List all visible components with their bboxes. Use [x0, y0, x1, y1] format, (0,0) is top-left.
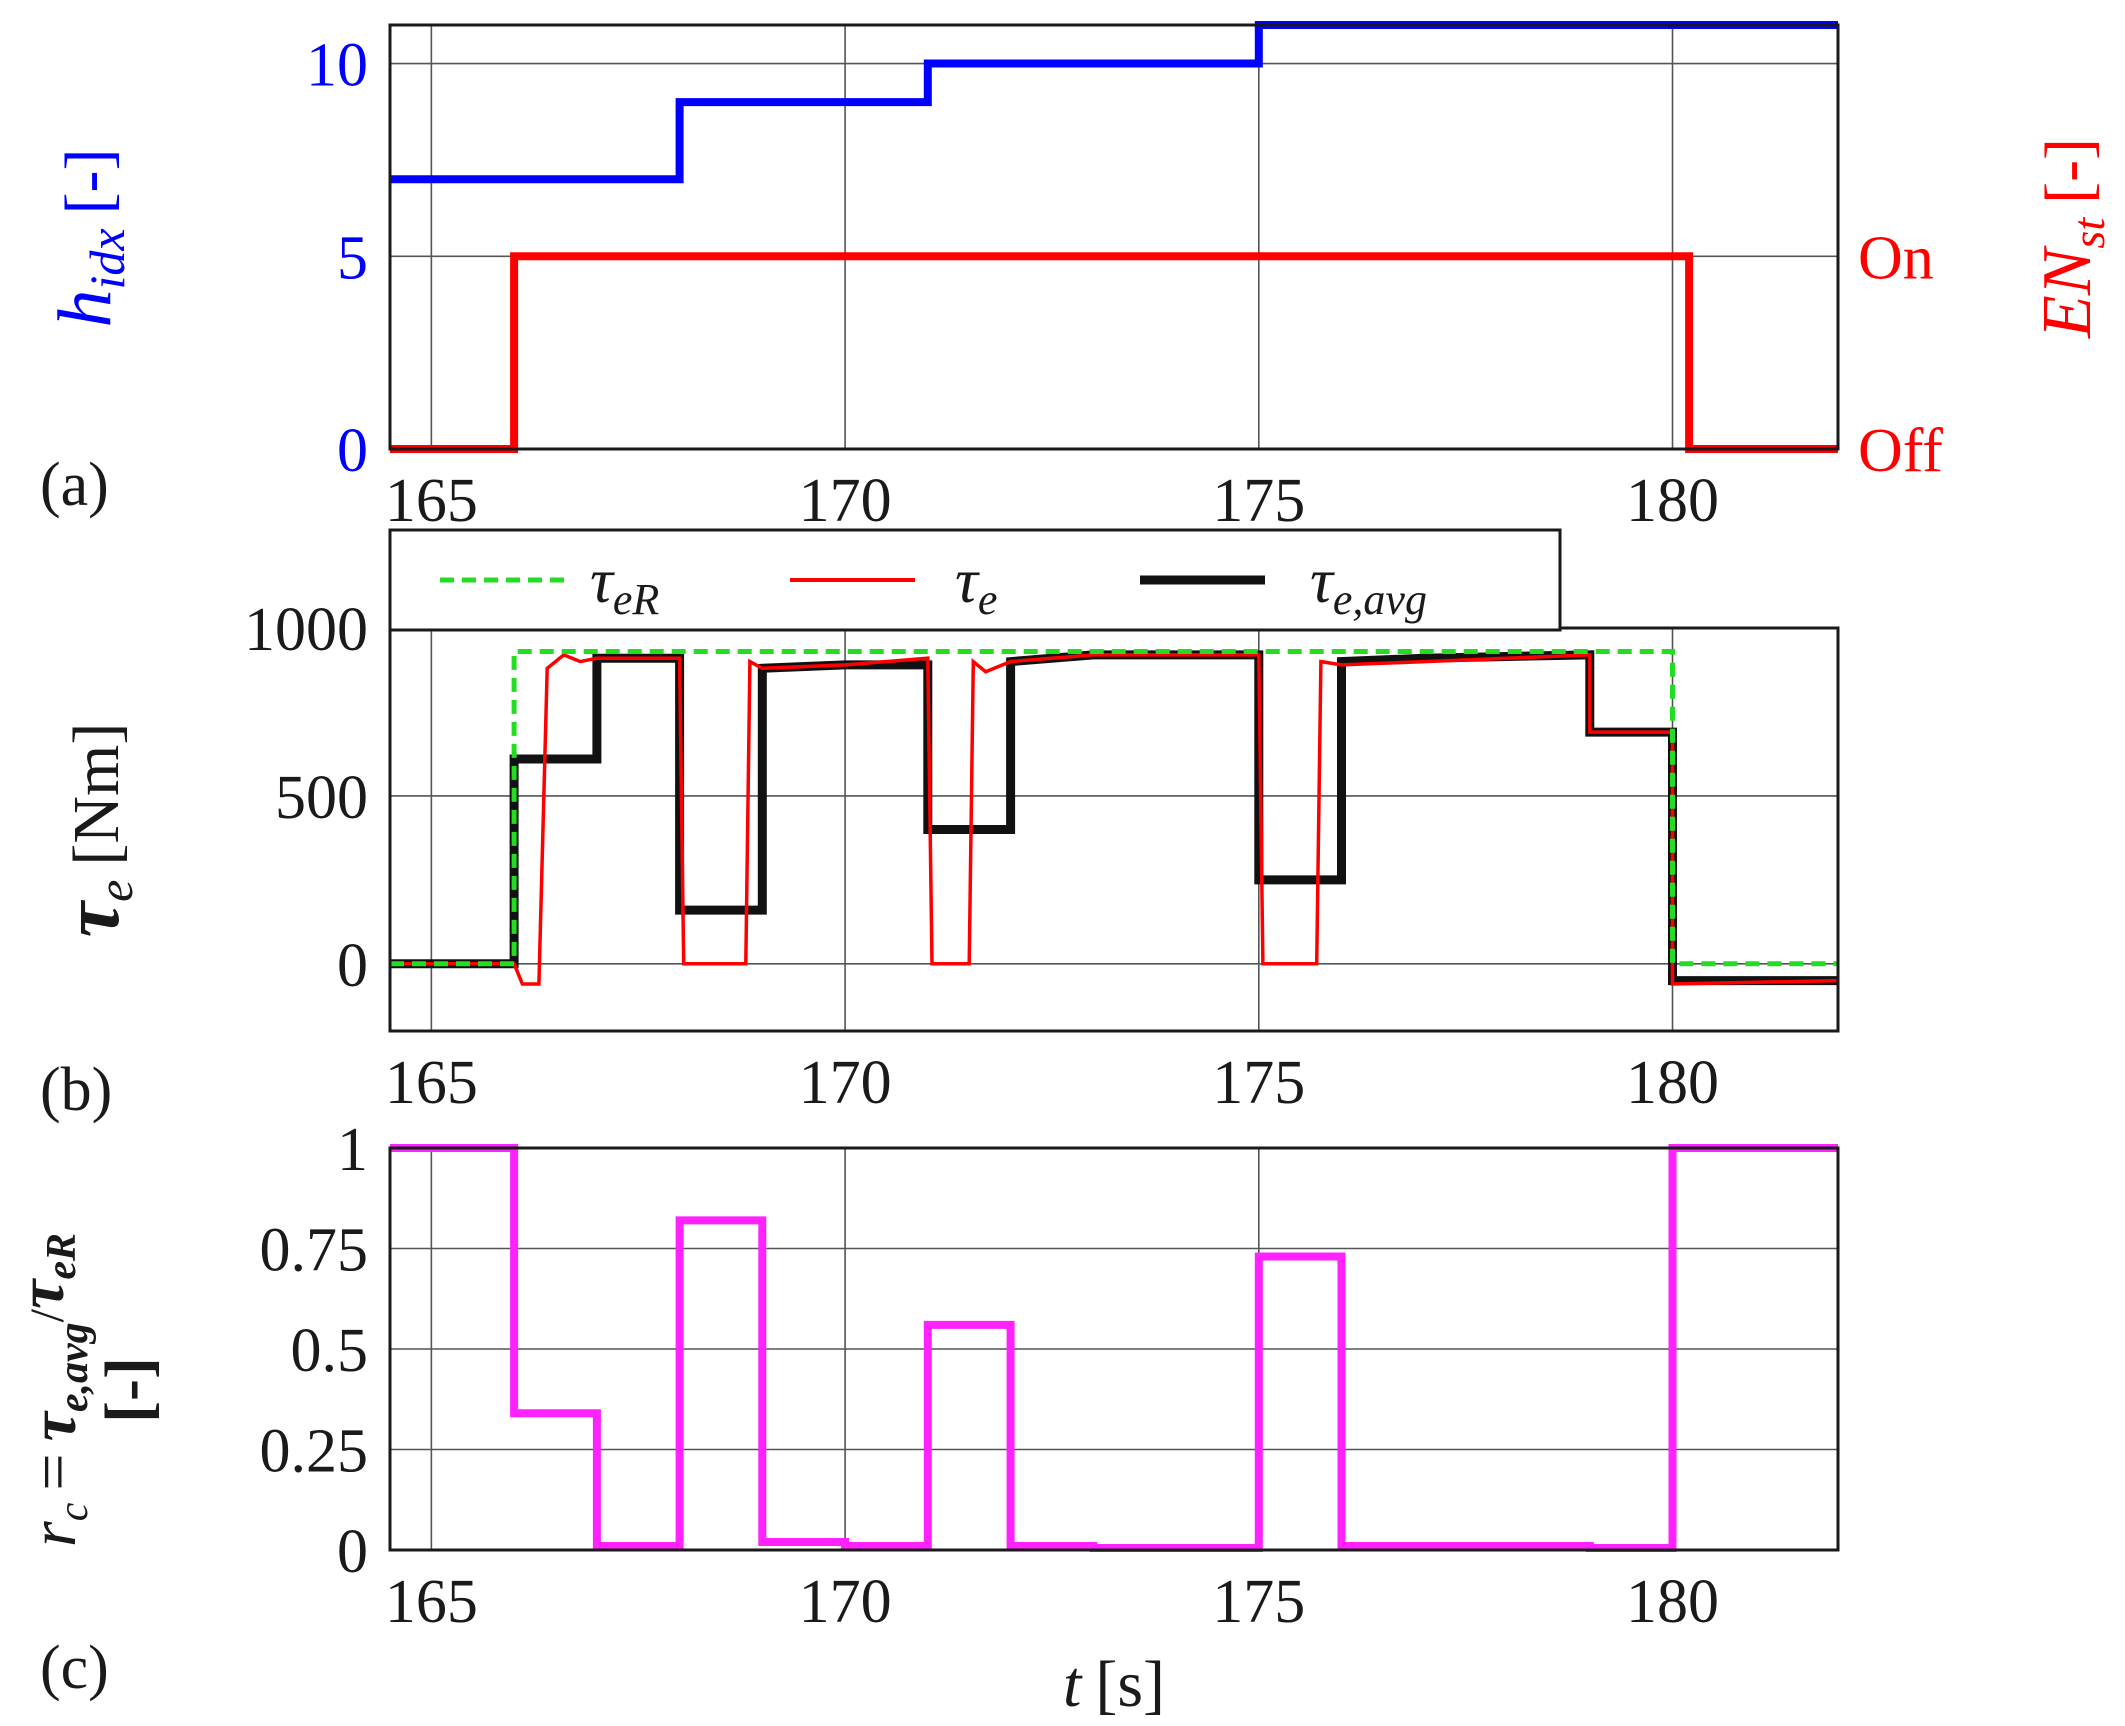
y-tick-label: 5	[337, 224, 368, 292]
x-tick-label: 175	[1212, 467, 1305, 535]
legend-label-tau-e: τe	[955, 545, 997, 624]
y2-tick-label: On	[1858, 224, 1934, 292]
y-tick-label: 0	[337, 932, 368, 1000]
panel-a-y2-label: ENst[-]	[2029, 138, 2114, 339]
panel-b-y-label: τe[Nm]	[48, 723, 143, 938]
legend-box	[388, 528, 1562, 632]
legend-label-tau-eR: τeR	[590, 545, 659, 624]
panel-b-x-ticks: 165 170 175 180	[385, 1049, 1719, 1117]
panel-b-grid	[390, 627, 1838, 1031]
panel-c-y-unit: [-]	[92, 1357, 165, 1423]
y-tick-label: 0.5	[291, 1317, 369, 1385]
series-tau-e	[390, 652, 1839, 986]
panel-b-label: (b)	[40, 1056, 112, 1124]
x-tick-label: 170	[799, 1568, 892, 1636]
panel-a-x-ticks: 165 170 175 180	[385, 467, 1719, 535]
panel-b: 165 170 175 180 0 500 1000 (b) τe[Nm] τeR τe …	[40, 528, 1840, 1124]
y-tick-label: 0	[337, 1518, 368, 1586]
y-tick-label: 0	[337, 417, 368, 485]
x-tick-label: 165	[385, 1568, 478, 1636]
x-tick-label: 165	[385, 1049, 478, 1117]
y-tick-label: 500	[275, 764, 368, 832]
panel-a-y2-ticks: Off On	[1858, 224, 1943, 485]
series-tau-e-avg	[390, 650, 1838, 986]
x-tick-label: 175	[1212, 1568, 1305, 1636]
panel-a-label: (a)	[40, 451, 109, 519]
panel-b-plot-area	[390, 649, 1839, 986]
series-tau-eR	[390, 649, 1838, 967]
panel-a-y-ticks: 0 5 10	[306, 32, 368, 485]
panel-c-grid	[390, 1147, 1838, 1551]
panel-c-label: (c)	[40, 1634, 109, 1702]
y2-tick-label: Off	[1858, 417, 1943, 485]
series-r-c	[390, 1144, 1838, 1552]
series-h-idx	[390, 21, 1838, 184]
x-tick-label: 180	[1626, 1049, 1719, 1117]
panel-a-plot-area	[390, 21, 1840, 453]
x-tick-label: 170	[799, 467, 892, 535]
panel-b-y-ticks: 0 500 1000	[244, 596, 368, 1000]
x-tick-label: 170	[799, 1049, 892, 1117]
y-tick-label: 1	[337, 1116, 368, 1184]
x-tick-label: 180	[1626, 467, 1719, 535]
x-tick-label: 180	[1626, 1568, 1719, 1636]
y-tick-label: 0.25	[260, 1418, 369, 1486]
panel-c-x-label: t [s]	[1063, 1648, 1165, 1721]
y-tick-label: 0.75	[260, 1217, 369, 1285]
panel-c: 165 170 175 180 0 0.25 0.5 0.75 1 (c) t [s] rc=τ…	[5, 1116, 1840, 1721]
panel-a-y-label: hidx[-]	[43, 148, 135, 327]
panel-c-y-label: rc=τe,avg/τeR	[5, 1233, 97, 1547]
panel-c-plot-area	[390, 1144, 1838, 1552]
legend-label-tau-e-avg: τe,avg	[1310, 545, 1427, 624]
y-tick-label: 1000	[244, 596, 368, 664]
series-EN-st	[390, 252, 1838, 453]
x-tick-label: 175	[1212, 1049, 1305, 1117]
x-tick-label: 165	[385, 467, 478, 535]
panel-c-frame	[388, 1146, 1840, 1552]
panel-c-x-ticks: 165 170 175 180	[385, 1568, 1719, 1636]
y-tick-label: 10	[306, 32, 368, 100]
panel-b-frame	[388, 626, 1840, 1033]
panel-a-grid	[390, 25, 1838, 450]
panel-b-legend: τeR τe τe,avg	[388, 528, 1562, 632]
panel-a-frame	[388, 23, 1840, 451]
panel-c-y-ticks: 0 0.25 0.5 0.75 1	[260, 1116, 369, 1586]
panel-a: 165 170 175 180 0 5 10 Off On (a) hidx[-] ENst…	[40, 21, 2114, 535]
